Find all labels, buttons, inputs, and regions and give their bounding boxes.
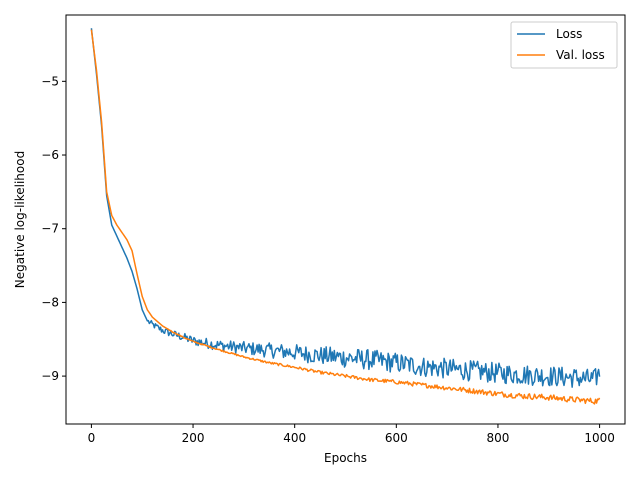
plot-area (90, 28, 601, 405)
y-tick-label: −7 (41, 222, 59, 236)
series-group (90, 28, 601, 405)
legend-label-val-loss: Val. loss (556, 48, 605, 62)
x-tick-label: 800 (487, 431, 510, 445)
x-tick-label: 1000 (584, 431, 615, 445)
series-line-loss (90, 28, 601, 388)
series-line-val-loss (90, 29, 601, 405)
y-tick-label: −5 (41, 74, 59, 88)
y-tick-label: −6 (41, 148, 59, 162)
y-axis: −5 −6 −7 −8 −9 (41, 74, 66, 383)
x-tick-label: 600 (385, 431, 408, 445)
plot-frame (65, 14, 626, 425)
y-tick-label: −8 (41, 295, 59, 309)
y-axis-label: Negative log-likelihood (13, 151, 27, 288)
x-axis-label: Epochs (324, 451, 367, 465)
x-tick-label: 0 (88, 431, 96, 445)
x-axis: 0 200 400 600 800 1000 (88, 424, 615, 445)
legend-label-loss: Loss (556, 27, 582, 41)
x-tick-label: 200 (182, 431, 205, 445)
y-tick-label: −9 (41, 369, 59, 383)
legend: Loss Val. loss (510, 21, 618, 69)
x-tick-label: 400 (283, 431, 306, 445)
